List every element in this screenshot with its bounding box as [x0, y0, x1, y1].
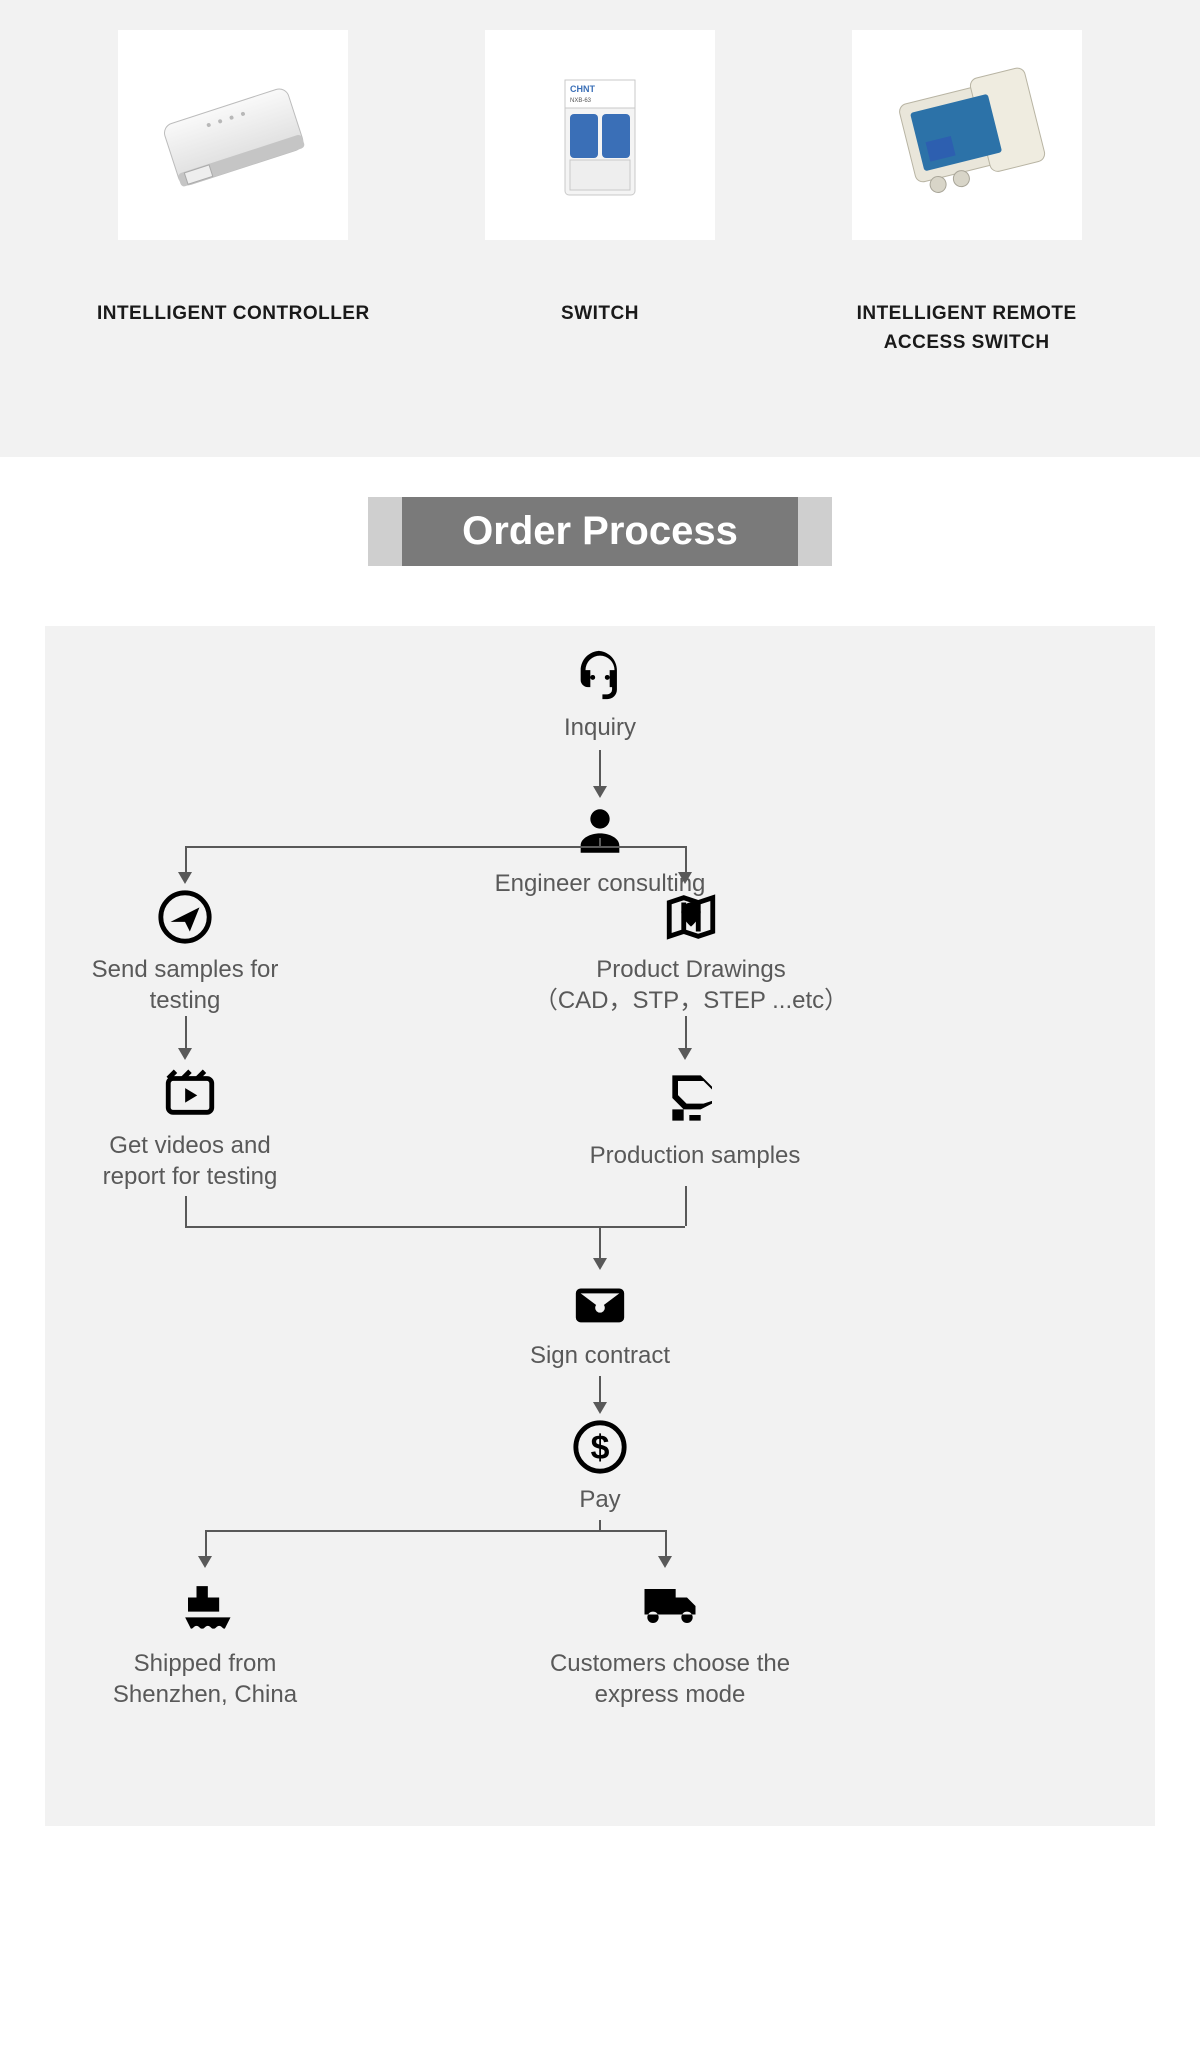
product-card-switch: CHNT NXB-63 SWITCH — [460, 30, 740, 357]
enclosure-icon — [877, 60, 1057, 210]
connector — [205, 1530, 207, 1558]
arrow-icon — [178, 1048, 192, 1060]
product-image-switch: CHNT NXB-63 — [485, 30, 715, 240]
connector — [599, 1376, 601, 1404]
node-inquiry: Inquiry — [500, 646, 700, 743]
product-row: INTELLIGENT CONTROLLER CHNT NXB-63 SWITC… — [0, 0, 1200, 357]
device-icon — [143, 60, 323, 210]
node-send-samples: Send samples for testing — [75, 888, 295, 1016]
node-label: Product Drawings — [531, 954, 851, 985]
node-label: Customers choose the express mode — [535, 1648, 805, 1710]
ship-icon — [75, 1572, 335, 1640]
arrow-icon — [178, 872, 192, 884]
node-label: Production samples — [565, 1140, 825, 1171]
svg-text:$: $ — [591, 1429, 610, 1467]
section-title: Order Process — [402, 497, 798, 566]
product-image-controller — [118, 30, 348, 240]
arrow-icon — [678, 872, 692, 884]
truck-icon — [535, 1572, 805, 1640]
product-image-remote — [852, 30, 1082, 240]
connector — [685, 846, 687, 874]
node-pay: $ Pay — [540, 1418, 660, 1515]
headset-icon — [500, 646, 700, 704]
arrow-icon — [593, 1402, 607, 1414]
node-label: Inquiry — [500, 712, 700, 743]
video-icon — [75, 1064, 305, 1122]
flow-container: Inquiry Engineer consulting Send samples… — [0, 626, 1200, 1886]
arrow-icon — [593, 786, 607, 798]
dollar-icon: $ — [540, 1418, 660, 1476]
plane-icon — [75, 888, 295, 946]
product-label: INTELLIGENT REMOTE ACCESS SWITCH — [827, 300, 1107, 357]
connector — [599, 1520, 601, 1530]
connector — [685, 1016, 687, 1050]
connector — [185, 1016, 187, 1050]
connector — [599, 750, 601, 788]
breaker-icon: CHNT NXB-63 — [510, 60, 690, 210]
connector — [599, 1226, 601, 1260]
product-card-remote: INTELLIGENT REMOTE ACCESS SWITCH — [827, 30, 1107, 357]
node-label: Shipped from Shenzhen, China — [75, 1648, 335, 1710]
node-label: Send samples for testing — [75, 954, 295, 1016]
connector — [665, 1530, 667, 1558]
arrow-icon — [658, 1556, 672, 1568]
connector — [185, 1196, 187, 1226]
order-flowchart: Inquiry Engineer consulting Send samples… — [45, 626, 1155, 1826]
connector — [185, 846, 685, 848]
arrow-icon — [678, 1048, 692, 1060]
node-ship: Shipped from Shenzhen, China — [75, 1572, 335, 1710]
node-contract: Sign contract — [490, 1274, 710, 1371]
node-prod-samples: Production samples — [565, 1064, 825, 1171]
node-label: Sign contract — [490, 1340, 710, 1371]
connector — [685, 1186, 687, 1226]
svg-text:NXB-63: NXB-63 — [570, 98, 592, 104]
node-engineer: Engineer consulting — [450, 802, 750, 899]
product-label: SWITCH — [561, 300, 639, 329]
arrow-icon — [593, 1258, 607, 1270]
products-section: INTELLIGENT CONTROLLER CHNT NXB-63 SWITC… — [0, 0, 1200, 457]
node-drawings: Product Drawings （CAD，STP，STEP ...etc） — [531, 888, 851, 1016]
node-express: Customers choose the express mode — [535, 1572, 805, 1710]
node-sublabel: （CAD，STP，STEP ...etc） — [531, 985, 851, 1016]
map-icon — [531, 888, 851, 946]
connector — [185, 846, 187, 874]
machine-icon — [565, 1064, 825, 1132]
person-icon — [450, 802, 750, 860]
product-label: INTELLIGENT CONTROLLER — [97, 300, 370, 329]
node-label: Get videos and report for testing — [75, 1130, 305, 1192]
node-videos: Get videos and report for testing — [75, 1064, 305, 1192]
connector — [599, 838, 601, 846]
connector — [185, 1226, 685, 1228]
connector — [205, 1530, 665, 1532]
product-card-controller: INTELLIGENT CONTROLLER — [93, 30, 373, 357]
envelope-icon — [490, 1274, 710, 1332]
node-label: Pay — [540, 1484, 660, 1515]
arrow-icon — [198, 1556, 212, 1568]
section-title-wrap: Order Process — [0, 497, 1200, 566]
svg-text:CHNT: CHNT — [570, 84, 595, 94]
